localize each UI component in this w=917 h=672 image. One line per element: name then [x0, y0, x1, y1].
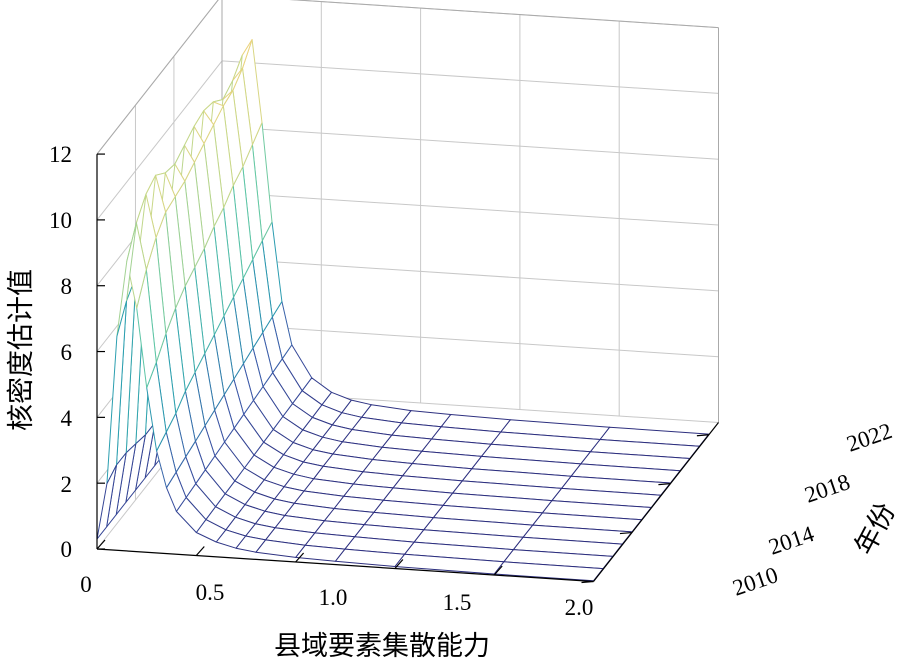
x-tick-mark: [96, 539, 106, 550]
x-tick-label: 0: [80, 572, 92, 597]
top-edge: [96, 0, 219, 155]
z-tick-label: 8: [61, 274, 73, 299]
x-axis-ticks: 0 0.5 1.0 1.5 2.0: [80, 572, 593, 620]
z-tick-label: 10: [49, 208, 72, 233]
y-axis-ticks: 2010 2014 2018 2022: [729, 418, 895, 601]
x-tick-mark: [394, 559, 404, 569]
y-tick-label: 2010: [729, 562, 781, 601]
z-tick-label: 12: [49, 142, 72, 167]
x-tick-label: 1.0: [319, 585, 348, 610]
y-tick-mark: [619, 531, 633, 535]
top-edge: [289, 0, 719, 29]
z-tick-label: 0: [61, 537, 73, 562]
x-tick-mark: [295, 552, 305, 563]
x-tick-mark: [195, 546, 205, 556]
x-axis-line: [96, 548, 594, 583]
z-tick-label: 6: [61, 340, 73, 365]
x-tick-label: 0.5: [196, 580, 225, 605]
x-tick-label: 1.5: [443, 590, 472, 615]
y-tick-label: 2014: [765, 521, 817, 560]
z-axis-ticks: 0 2 4 6 8 10 12: [49, 142, 73, 562]
back-wall: [222, 0, 719, 423]
z-axis-label: 核密度估计值: [6, 269, 36, 431]
z-tick-label: 4: [61, 406, 73, 431]
y-tick-label: 2022: [843, 418, 895, 457]
y-axis-line: [593, 422, 719, 582]
x-tick-mark: [493, 565, 503, 576]
x-axis-label: 县域要素集散能力: [274, 631, 490, 661]
y-tick-mark: [581, 580, 594, 584]
surface-cell: [96, 464, 117, 540]
y-tick-mark: [696, 434, 709, 437]
y-axis-label: 年份: [849, 498, 901, 560]
y-tick-label: 2018: [801, 469, 853, 508]
axis-lines: [96, 153, 719, 584]
x-tick-label: 2.0: [565, 595, 594, 620]
y-tick-mark: [658, 483, 671, 486]
z-tick-label: 2: [61, 472, 73, 497]
density-surface: [96, 39, 710, 582]
